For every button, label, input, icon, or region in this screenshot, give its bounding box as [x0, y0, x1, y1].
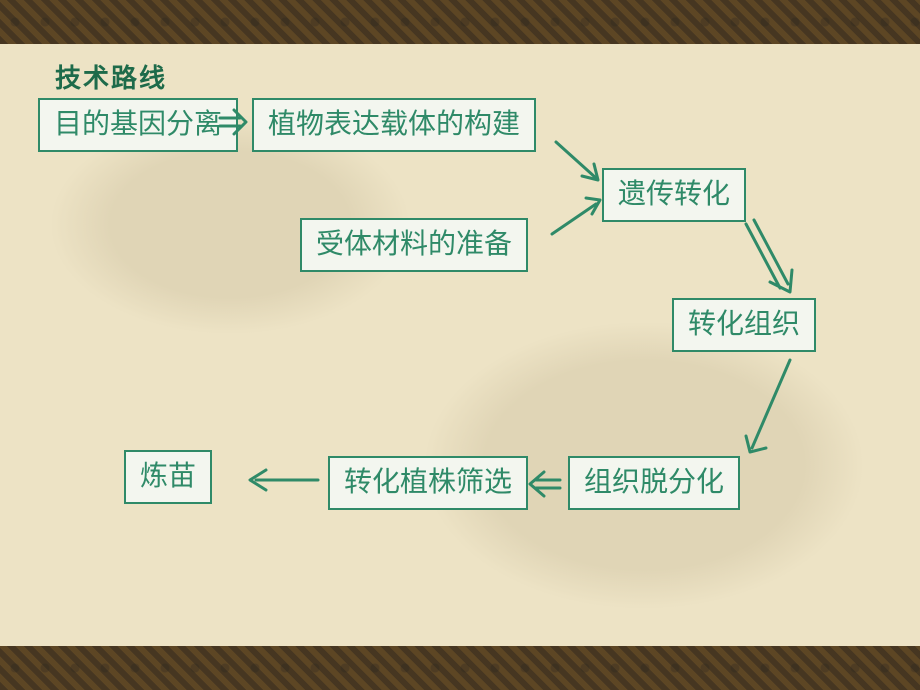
node-genetic-transform: 遗传转化 [602, 168, 746, 222]
edge-screen-to-hardening [250, 470, 318, 490]
edge-tissue-to-dediff [746, 360, 790, 452]
decorative-band-top [0, 0, 920, 44]
edge-vector-to-transform [556, 142, 598, 180]
node-transform-tissue: 转化组织 [672, 298, 816, 352]
node-receptor-prep: 受体材料的准备 [300, 218, 528, 272]
edge-dediff-to-screen [530, 472, 560, 496]
node-plant-screen: 转化植株筛选 [328, 456, 528, 510]
edge-receptor-to-transform [552, 198, 600, 234]
node-gene-isolation: 目的基因分离 [38, 98, 238, 152]
slide-title: 技术路线 [55, 58, 167, 95]
node-hardening: 炼苗 [124, 450, 212, 504]
node-dedifferentiation: 组织脱分化 [568, 456, 740, 510]
node-vector-construct: 植物表达载体的构建 [252, 98, 536, 152]
decorative-band-bottom [0, 646, 920, 690]
edge-transform-to-tissue [746, 220, 792, 292]
